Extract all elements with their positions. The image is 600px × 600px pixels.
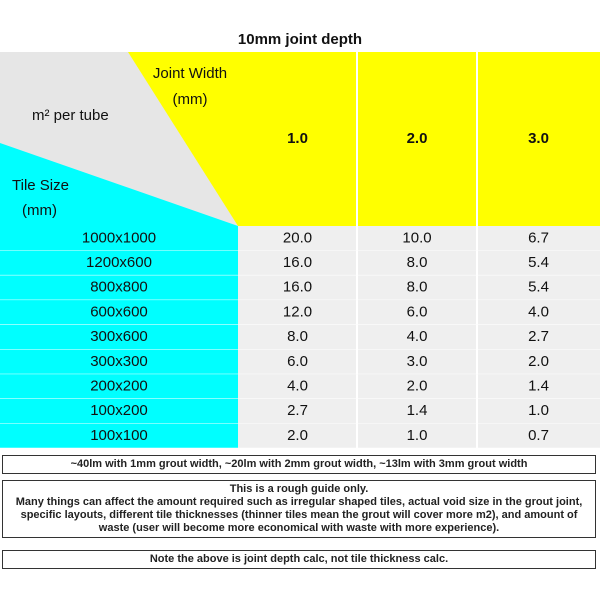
note-text: Many things can affect the amount requir… bbox=[15, 496, 583, 534]
tile-size: 100x100 bbox=[90, 427, 148, 444]
tile-size-unit: (mm) bbox=[22, 202, 57, 219]
tile-size: 600x600 bbox=[90, 303, 148, 320]
coverage-value: 1.4 bbox=[407, 402, 428, 419]
coverage-value: 1.0 bbox=[528, 402, 549, 419]
coverage-value: 2.0 bbox=[287, 427, 308, 444]
tile-size: 800x800 bbox=[90, 279, 148, 296]
tile-size: 200x200 bbox=[90, 378, 148, 395]
coverage-value: 4.0 bbox=[528, 303, 549, 320]
row-value-cell bbox=[238, 226, 600, 251]
tile-size: 100x200 bbox=[90, 402, 148, 419]
note-text: This is a rough guide only. bbox=[229, 483, 369, 495]
coverage-value: 8.0 bbox=[407, 279, 428, 296]
row-label-cell bbox=[0, 300, 238, 325]
row-label-cell bbox=[0, 250, 238, 276]
column-header: 1.0 bbox=[287, 130, 308, 147]
coverage-value: 12.0 bbox=[283, 303, 312, 320]
joint-width-unit: (mm) bbox=[173, 91, 208, 108]
column-header: 2.0 bbox=[407, 130, 428, 147]
coverage-value: 6.0 bbox=[407, 303, 428, 320]
row-value-cell bbox=[238, 324, 600, 350]
per-tube-label: m² per tube bbox=[32, 107, 109, 124]
row-value-cell bbox=[238, 349, 600, 375]
coverage-value: 4.0 bbox=[287, 378, 308, 395]
coverage-value: 2.0 bbox=[528, 353, 549, 370]
row-label-cell bbox=[0, 275, 238, 301]
row-label-cell bbox=[0, 423, 238, 449]
coverage-value: 10.0 bbox=[402, 229, 431, 246]
coverage-value: 6.0 bbox=[287, 353, 308, 370]
tile-size: 1200x600 bbox=[86, 254, 152, 271]
tile-size-label: Tile Size bbox=[12, 177, 69, 194]
coverage-value: 20.0 bbox=[283, 229, 312, 246]
column-header: 3.0 bbox=[528, 130, 549, 147]
coverage-value: 8.0 bbox=[287, 328, 308, 345]
note-box: This is a rough guide only. Many things c… bbox=[2, 480, 596, 538]
coverage-value: 2.7 bbox=[287, 402, 308, 419]
coverage-value: 1.0 bbox=[407, 427, 428, 444]
coverage-value: 8.0 bbox=[407, 254, 428, 271]
coverage-value: 6.7 bbox=[528, 229, 549, 246]
row-label-cell bbox=[0, 349, 238, 375]
row-label-cell bbox=[0, 374, 238, 399]
row-value-cell bbox=[238, 374, 600, 399]
title: 10mm joint depth bbox=[238, 31, 362, 48]
tile-size: 300x300 bbox=[90, 353, 148, 370]
coverage-value: 4.0 bbox=[407, 328, 428, 345]
row-value-cell bbox=[238, 398, 600, 424]
row-value-cell bbox=[238, 275, 600, 301]
note-text: Note the above is joint depth calc, not … bbox=[149, 553, 449, 565]
coverage-value: 5.4 bbox=[528, 254, 549, 271]
note-text: ~40lm with 1mm grout width, ~20lm with 2… bbox=[70, 458, 528, 470]
tile-size: 300x600 bbox=[90, 328, 148, 345]
tile-size: 1000x1000 bbox=[82, 229, 156, 246]
corner-cyan bbox=[0, 143, 238, 226]
note-box: ~40lm with 1mm grout width, ~20lm with 2… bbox=[2, 455, 596, 474]
coverage-value: 16.0 bbox=[283, 254, 312, 271]
note-box: Note the above is joint depth calc, not … bbox=[2, 550, 596, 569]
row-label-cell bbox=[0, 226, 238, 251]
coverage-value: 2.7 bbox=[528, 328, 549, 345]
coverage-value: 1.4 bbox=[528, 378, 549, 395]
joint-width-label: Joint Width bbox=[153, 65, 227, 82]
row-value-cell bbox=[238, 423, 600, 449]
coverage-value: 0.7 bbox=[528, 427, 549, 444]
grout-table: 10mm joint depth Joint Width (mm) m² per… bbox=[0, 31, 600, 449]
row-label-cell bbox=[0, 398, 238, 424]
coverage-value: 16.0 bbox=[283, 279, 312, 296]
row-value-cell bbox=[238, 250, 600, 276]
coverage-value: 2.0 bbox=[407, 378, 428, 395]
coverage-value: 5.4 bbox=[528, 279, 549, 296]
row-label-cell bbox=[0, 324, 238, 350]
coverage-value: 3.0 bbox=[407, 353, 428, 370]
row-value-cell bbox=[238, 300, 600, 325]
